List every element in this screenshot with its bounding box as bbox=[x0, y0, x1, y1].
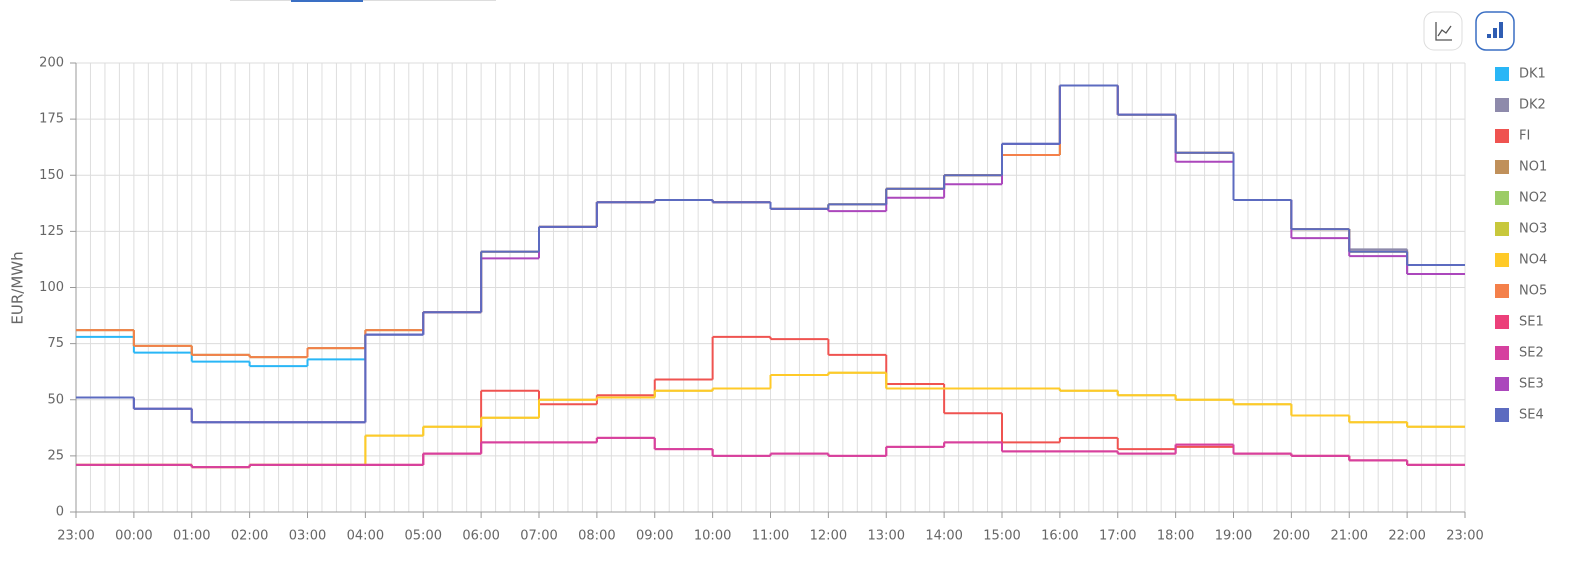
button-icon bbox=[1499, 22, 1503, 38]
y-tick-label: 125 bbox=[39, 224, 64, 239]
x-tick-label: 04:00 bbox=[347, 529, 384, 544]
button-icon bbox=[1487, 34, 1491, 38]
x-tick-label: 23:00 bbox=[57, 529, 94, 544]
legend-label: NO2 bbox=[1519, 191, 1547, 206]
button-icon bbox=[1437, 25, 1452, 37]
legend-swatch bbox=[1495, 315, 1509, 329]
y-tick-label: 0 bbox=[56, 505, 64, 520]
legend-label: SE1 bbox=[1519, 315, 1544, 330]
x-tick-label: 22:00 bbox=[1388, 529, 1425, 544]
legend-label: SE2 bbox=[1519, 346, 1544, 361]
x-tick-label: 10:00 bbox=[694, 529, 731, 544]
legend-swatch bbox=[1495, 98, 1509, 112]
legend-label: DK2 bbox=[1519, 98, 1546, 113]
legend-label: NO3 bbox=[1519, 222, 1547, 237]
button-icon bbox=[1493, 28, 1497, 38]
series-line bbox=[76, 436, 1465, 469]
bar-view-button[interactable] bbox=[1475, 11, 1515, 51]
x-tick-label: 06:00 bbox=[462, 529, 499, 544]
x-tick-label: 14:00 bbox=[925, 529, 962, 544]
tab-active bbox=[291, 0, 363, 2]
x-tick-label: 17:00 bbox=[1099, 529, 1136, 544]
legend-swatch bbox=[1495, 284, 1509, 298]
x-tick-label: 01:00 bbox=[173, 529, 210, 544]
x-tick-label: 23:00 bbox=[1446, 529, 1483, 544]
legend-swatch bbox=[1495, 129, 1509, 143]
y-tick-label: 75 bbox=[47, 336, 64, 351]
x-tick-label: 03:00 bbox=[289, 529, 326, 544]
x-tick-label: 02:00 bbox=[231, 529, 268, 544]
legend-label: NO5 bbox=[1519, 284, 1547, 299]
legend-label: FI bbox=[1519, 129, 1530, 144]
x-tick-label: 09:00 bbox=[636, 529, 673, 544]
x-tick-label: 08:00 bbox=[578, 529, 615, 544]
legend-swatch bbox=[1495, 346, 1509, 360]
y-tick-label: 50 bbox=[47, 392, 64, 407]
legend-swatch bbox=[1495, 222, 1509, 236]
x-tick-label: 20:00 bbox=[1273, 529, 1310, 544]
x-tick-label: 05:00 bbox=[405, 529, 442, 544]
legend-label: SE3 bbox=[1519, 377, 1544, 392]
y-tick-label: 25 bbox=[47, 448, 64, 463]
legend-swatch bbox=[1495, 253, 1509, 267]
y-tick-label: 200 bbox=[39, 56, 64, 71]
legend-swatch bbox=[1495, 67, 1509, 81]
x-tick-label: 12:00 bbox=[810, 529, 847, 544]
x-tick-label: 19:00 bbox=[1215, 529, 1252, 544]
x-tick-label: 00:00 bbox=[115, 529, 152, 544]
legend-label: DK1 bbox=[1519, 67, 1546, 82]
legend-label: NO1 bbox=[1519, 160, 1547, 175]
x-tick-label: 21:00 bbox=[1331, 529, 1368, 544]
x-tick-label: 07:00 bbox=[520, 529, 557, 544]
series-line bbox=[76, 84, 1465, 424]
y-axis-label: EUR/MWh bbox=[9, 251, 27, 324]
x-tick-label: 15:00 bbox=[983, 529, 1020, 544]
x-tick-label: 11:00 bbox=[752, 529, 789, 544]
legend-swatch bbox=[1495, 160, 1509, 174]
x-tick-label: 13:00 bbox=[868, 529, 905, 544]
legend-swatch bbox=[1495, 377, 1509, 391]
button-icon bbox=[1435, 22, 1452, 41]
legend-label: SE4 bbox=[1519, 408, 1544, 423]
y-tick-label: 150 bbox=[39, 168, 64, 183]
x-tick-label: 16:00 bbox=[1041, 529, 1078, 544]
line-view-button[interactable] bbox=[1423, 11, 1463, 51]
legend-label: NO4 bbox=[1519, 253, 1547, 268]
legend-swatch bbox=[1495, 408, 1509, 422]
x-tick-label: 18:00 bbox=[1157, 529, 1194, 544]
y-tick-label: 175 bbox=[39, 112, 64, 127]
y-tick-label: 100 bbox=[39, 280, 64, 295]
legend-swatch bbox=[1495, 191, 1509, 205]
